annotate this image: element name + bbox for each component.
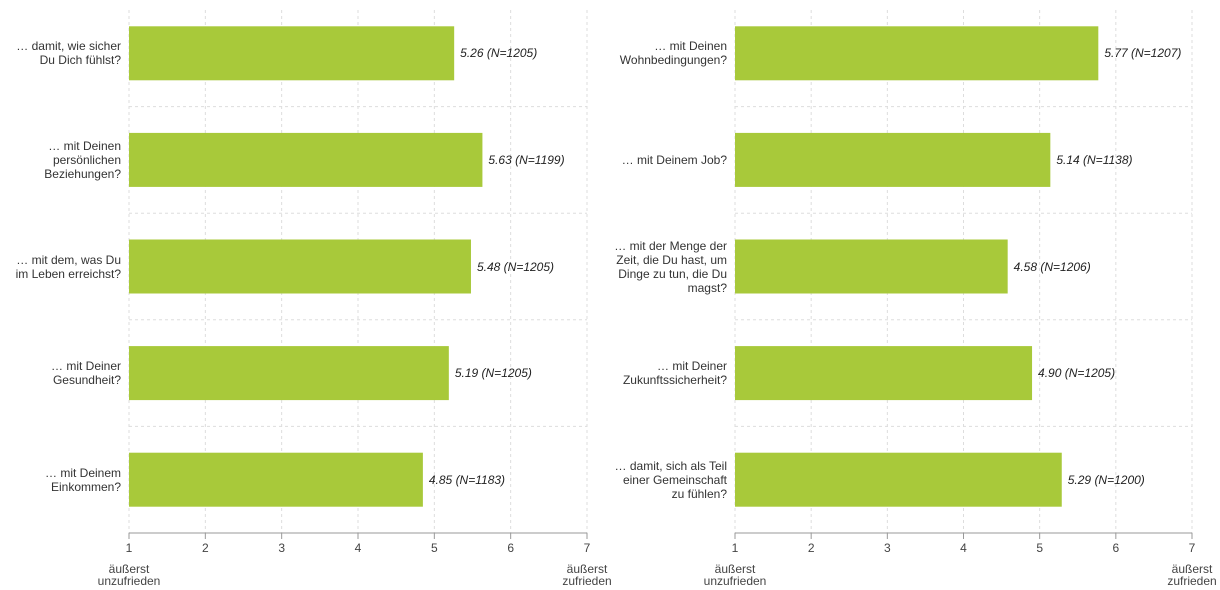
bar — [735, 132, 1051, 187]
x-tick-label: 4 — [960, 541, 967, 555]
value-label: 5.29 (N=1200) — [1067, 472, 1145, 487]
x-tick-label: 3 — [883, 541, 891, 555]
category-label: … mit Deiner Zukunftssicherheit? — [622, 359, 727, 388]
category-label: … mit Deinen persönlichen Beziehungen? — [44, 138, 121, 181]
category-label: … mit Deiner Gesundheit? — [50, 359, 121, 388]
x-tick-label: 2 — [807, 541, 815, 555]
value-label: 5.14 (N=1138) — [1056, 152, 1133, 167]
bar — [735, 239, 1008, 294]
axis-end-label: äußerst unzufrieden — [97, 562, 161, 588]
x-tick-label: 3 — [278, 541, 285, 555]
value-label: 5.48 (N=1205) — [476, 259, 555, 274]
category-label: … mit Deinem Einkommen? — [44, 465, 121, 494]
value-label: 5.77 (N=1207) — [1104, 46, 1182, 61]
x-tick-label: 7 — [583, 541, 591, 555]
x-tick-label: 6 — [1112, 541, 1120, 555]
axis-end-label: äußerst zufrieden — [562, 562, 612, 588]
x-tick-label: 5 — [1036, 541, 1043, 555]
bar — [129, 26, 455, 81]
category-label: … mit dem, was Du im Leben erreichst? — [15, 252, 121, 281]
value-label: 4.85 (N=1183) — [428, 472, 506, 487]
bar — [129, 239, 471, 294]
axis-end-label: äußerst unzufrieden — [703, 562, 767, 588]
value-label: 4.58 (N=1206) — [1013, 259, 1091, 274]
x-tick-label: 4 — [354, 541, 362, 555]
x-tick-label: 6 — [507, 541, 514, 555]
category-label: … mit Deinem Job? — [621, 152, 727, 167]
bar — [129, 346, 449, 401]
value-label: 5.63 (N=1199) — [488, 152, 565, 167]
x-tick-label: 2 — [201, 541, 209, 555]
x-tick-label: 1 — [731, 541, 739, 555]
x-tick-label: 7 — [1188, 541, 1196, 555]
category-label: … mit der Menge der Zeit, die Du hast, u… — [614, 238, 727, 295]
category-label: … damit, sich als Teil einer Gemeinschaf… — [614, 458, 727, 501]
bar — [735, 26, 1099, 81]
x-tick-label: 1 — [125, 541, 133, 555]
bar — [735, 452, 1062, 507]
bar — [129, 452, 423, 507]
category-label: … mit Deinen Wohnbedingungen? — [619, 39, 727, 68]
value-label: 4.90 (N=1205) — [1038, 366, 1116, 381]
x-tick-label: 5 — [430, 541, 438, 555]
bar — [735, 346, 1033, 401]
value-label: 5.19 (N=1205) — [454, 366, 532, 381]
axis-end-label: äußerst zufrieden — [1167, 562, 1217, 588]
category-label: … damit, wie sicher Du Dich fühlst? — [16, 39, 121, 68]
bar — [129, 132, 483, 187]
value-label: 5.26 (N=1205) — [460, 46, 538, 61]
